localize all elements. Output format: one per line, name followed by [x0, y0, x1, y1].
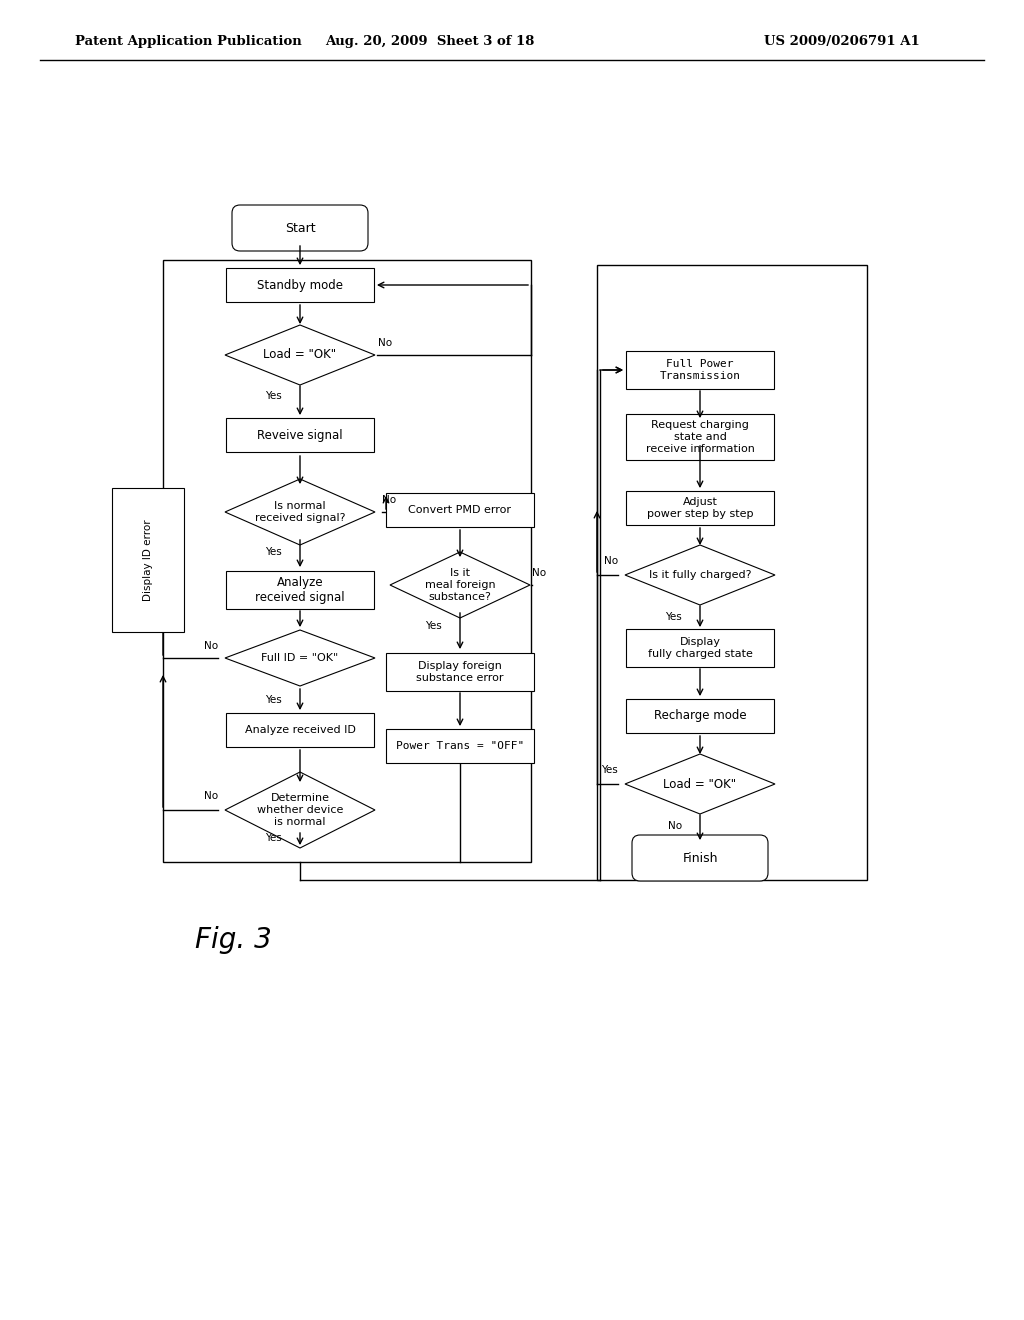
Text: Is normal
received signal?: Is normal received signal? [255, 502, 345, 523]
Text: Request charging
state and
receive information: Request charging state and receive infor… [645, 420, 755, 454]
Polygon shape [225, 479, 375, 545]
FancyBboxPatch shape [226, 713, 374, 747]
Text: No: No [604, 556, 618, 566]
Text: Recharge mode: Recharge mode [653, 710, 746, 722]
FancyBboxPatch shape [632, 836, 768, 880]
Text: Load = "OK": Load = "OK" [263, 348, 337, 362]
Text: US 2009/0206791 A1: US 2009/0206791 A1 [764, 36, 920, 49]
Text: Determine
whether device
is normal: Determine whether device is normal [257, 793, 343, 826]
Text: Aug. 20, 2009  Sheet 3 of 18: Aug. 20, 2009 Sheet 3 of 18 [326, 36, 535, 49]
Text: Load = "OK": Load = "OK" [664, 777, 736, 791]
FancyBboxPatch shape [226, 268, 374, 302]
FancyBboxPatch shape [626, 630, 774, 667]
FancyBboxPatch shape [626, 414, 774, 459]
Text: Display foreign
substance error: Display foreign substance error [416, 661, 504, 682]
Text: Analyze received ID: Analyze received ID [245, 725, 355, 735]
FancyBboxPatch shape [626, 700, 774, 733]
FancyBboxPatch shape [386, 729, 534, 763]
Text: No: No [382, 495, 396, 506]
Polygon shape [625, 754, 775, 814]
Text: Fig. 3: Fig. 3 [195, 927, 271, 954]
Text: No: No [204, 642, 218, 651]
Text: Display ID error: Display ID error [143, 519, 153, 601]
Text: Adjust
power step by step: Adjust power step by step [647, 498, 754, 519]
Polygon shape [390, 552, 530, 618]
Polygon shape [225, 772, 375, 847]
Polygon shape [225, 325, 375, 385]
Text: Standby mode: Standby mode [257, 279, 343, 292]
Text: Yes: Yes [601, 766, 618, 775]
FancyBboxPatch shape [232, 205, 368, 251]
Polygon shape [625, 545, 775, 605]
Text: Display
fully charged state: Display fully charged state [647, 638, 753, 659]
Text: Reveive signal: Reveive signal [257, 429, 343, 441]
Text: Patent Application Publication: Patent Application Publication [75, 36, 302, 49]
Text: Yes: Yes [265, 546, 282, 557]
Text: Yes: Yes [666, 612, 682, 622]
Text: No: No [204, 791, 218, 801]
Text: No: No [668, 821, 682, 832]
Text: No: No [378, 338, 392, 348]
FancyBboxPatch shape [386, 492, 534, 527]
FancyBboxPatch shape [226, 572, 374, 609]
FancyBboxPatch shape [626, 491, 774, 525]
Text: Full Power
Transmission: Full Power Transmission [659, 359, 740, 380]
FancyBboxPatch shape [626, 351, 774, 389]
Text: Is it fully charged?: Is it fully charged? [649, 570, 752, 579]
Text: Convert PMD error: Convert PMD error [409, 506, 512, 515]
Text: Start: Start [285, 222, 315, 235]
Text: Yes: Yes [265, 833, 282, 843]
Text: Yes: Yes [425, 620, 442, 631]
Polygon shape [225, 630, 375, 686]
Text: Is it
meal foreign
substance?: Is it meal foreign substance? [425, 569, 496, 602]
Text: Full ID = "OK": Full ID = "OK" [261, 653, 339, 663]
Text: Power Trans = "OFF": Power Trans = "OFF" [396, 741, 524, 751]
FancyBboxPatch shape [386, 653, 534, 690]
Text: No: No [532, 568, 546, 578]
Text: Finish: Finish [682, 851, 718, 865]
Text: Analyze
received signal: Analyze received signal [255, 576, 345, 605]
FancyBboxPatch shape [226, 418, 374, 451]
Text: Yes: Yes [265, 391, 282, 401]
Text: Yes: Yes [265, 696, 282, 705]
